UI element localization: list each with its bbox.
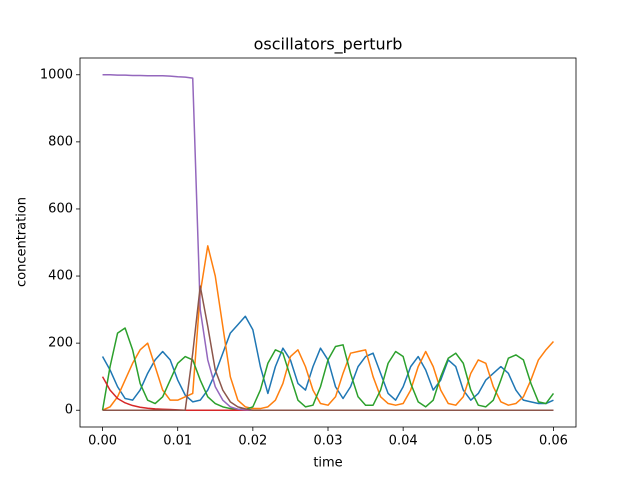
y-axis-label: concentration — [15, 197, 30, 287]
x-tick-label: 0.06 — [539, 434, 568, 449]
x-tick-label: 0.05 — [464, 434, 493, 449]
y-tick-label: 200 — [48, 336, 73, 351]
x-axis-label: time — [313, 456, 342, 471]
x-tick-label: 0.00 — [88, 434, 117, 449]
y-tick-label: 800 — [48, 134, 73, 149]
y-tick-label: 400 — [48, 269, 73, 284]
y-tick-label: 0 — [65, 403, 73, 418]
series-line — [102, 285, 554, 411]
x-tick-label: 0.03 — [314, 434, 343, 449]
series-line — [102, 245, 555, 411]
series-line — [101, 327, 555, 411]
x-tick-label: 0.04 — [389, 434, 418, 449]
x-tick-label: 0.01 — [163, 434, 192, 449]
x-tick-label: 0.02 — [238, 434, 267, 449]
plot-frame — [79, 57, 577, 428]
y-tick-label: 600 — [48, 201, 73, 216]
y-tick-label: 1000 — [40, 67, 73, 82]
chart-title: oscillators_perturb — [254, 35, 403, 55]
